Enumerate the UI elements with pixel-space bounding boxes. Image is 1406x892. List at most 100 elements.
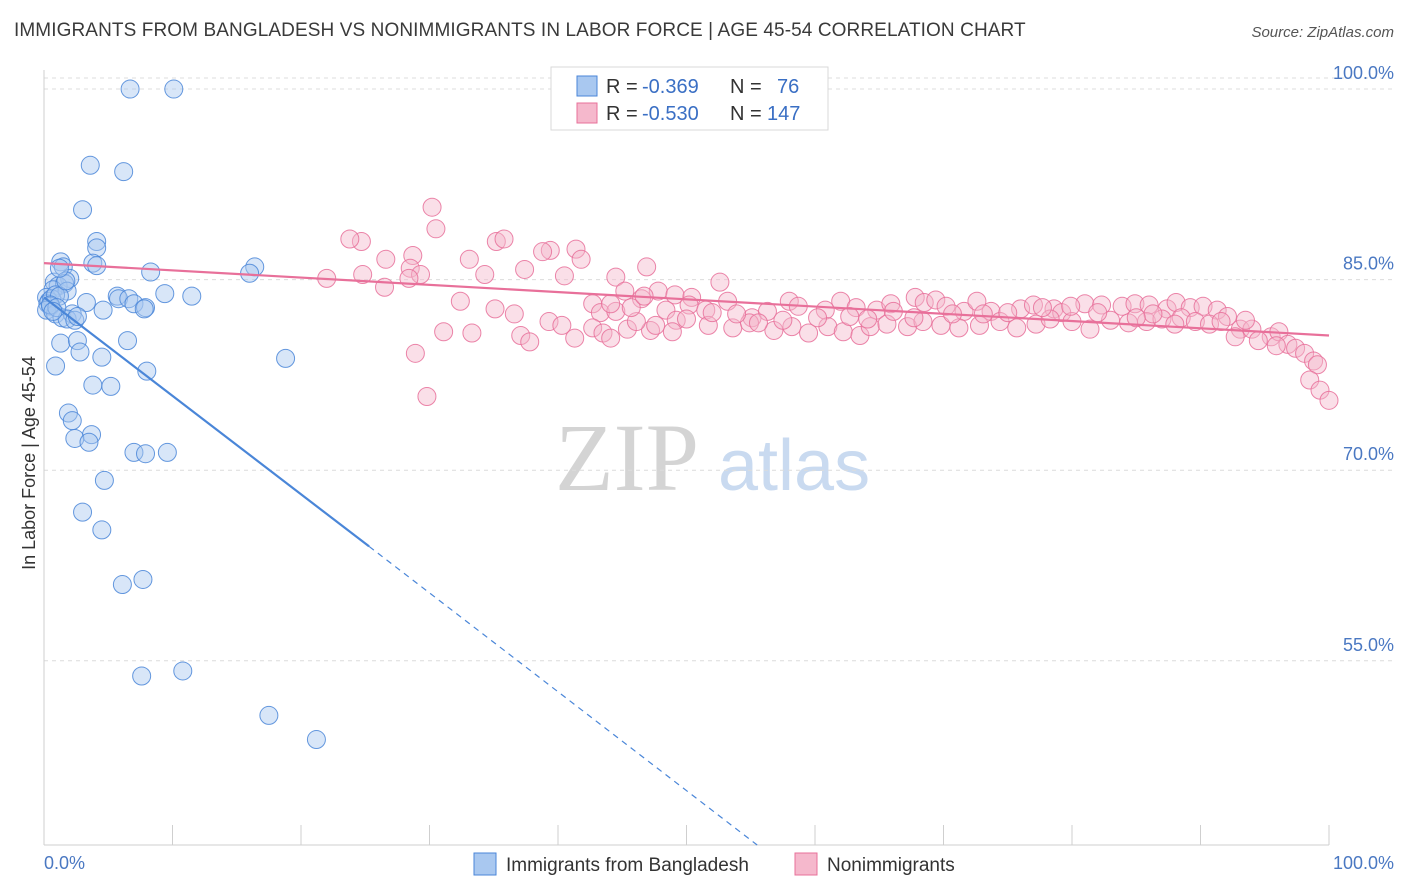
watermark-atlas: atlas bbox=[718, 426, 870, 506]
nonimmigrant-point bbox=[656, 300, 676, 320]
nonimmigrant-point bbox=[1126, 308, 1146, 328]
y-axis-label: In Labor Force | Age 45-54 bbox=[19, 356, 39, 570]
bangladesh-point bbox=[132, 666, 152, 686]
bangladesh-point bbox=[134, 299, 154, 319]
nonimmigrant-point bbox=[858, 309, 878, 329]
nonimmigrant-point bbox=[601, 328, 621, 348]
bangladesh-point bbox=[46, 356, 66, 376]
bangladesh-point bbox=[141, 262, 161, 282]
nonimmigrant-point bbox=[552, 315, 572, 335]
bangladesh-point bbox=[62, 411, 82, 431]
bangladesh-point bbox=[157, 442, 177, 462]
nonimmigrant-point bbox=[1193, 296, 1213, 316]
bangladesh-point bbox=[101, 376, 121, 396]
legend-n-label-pink: N = bbox=[730, 103, 762, 125]
legend-n-label-blue: N = bbox=[730, 76, 762, 98]
bangladesh-point bbox=[73, 200, 93, 220]
nonimmigrant-point bbox=[666, 310, 686, 330]
nonimmigrant-point bbox=[583, 318, 603, 338]
bangladesh-point bbox=[276, 348, 296, 368]
bangladesh-point bbox=[93, 300, 113, 320]
y-tick-label: 85.0% bbox=[1343, 254, 1394, 274]
nonimmigrant-point bbox=[434, 322, 454, 342]
series-legend: Immigrants from Bangladesh Nonimmigrants bbox=[473, 852, 955, 876]
nonimmigrant-point bbox=[426, 219, 446, 239]
nonimmigrant-point bbox=[1061, 296, 1081, 316]
legend-r-value-pink: -0.530 bbox=[642, 103, 699, 125]
bangladesh-point bbox=[118, 331, 138, 351]
bangladesh-point bbox=[83, 375, 103, 395]
nonimmigrant-point bbox=[914, 293, 934, 312]
bangladesh-point bbox=[92, 520, 112, 540]
nonimmigrant-point bbox=[1235, 310, 1255, 330]
bangladesh-point bbox=[87, 232, 107, 252]
nonimmigrant-point bbox=[340, 229, 360, 249]
legend-r-label-pink: R = bbox=[606, 103, 638, 125]
nonimmigrant-point bbox=[973, 304, 993, 324]
x-tick-label: 100.0% bbox=[1333, 853, 1394, 873]
nonimmigrant-point bbox=[905, 287, 925, 307]
nonimmigrant-point bbox=[1248, 331, 1268, 351]
series-nonimmigrants bbox=[317, 197, 1339, 410]
nonimmigrant-point bbox=[682, 287, 702, 307]
nonimmigrant-point bbox=[877, 314, 897, 334]
nonimmigrant-point bbox=[840, 306, 860, 326]
nonimmigrant-point bbox=[351, 232, 371, 252]
nonimmigrant-point bbox=[860, 317, 880, 337]
bangladesh-point bbox=[70, 342, 90, 362]
gridlines bbox=[44, 77, 1394, 662]
bangladesh-point bbox=[306, 730, 326, 750]
nonimmigrant-point bbox=[710, 272, 730, 292]
nonimmigrant-point bbox=[353, 265, 373, 285]
nonimmigrant-point bbox=[926, 290, 946, 310]
nonimmigrant-point bbox=[615, 281, 635, 301]
legend-n-value-pink: 147 bbox=[767, 103, 800, 125]
nonimmigrant-point bbox=[698, 315, 718, 335]
legend-n-value-blue: 76 bbox=[777, 76, 799, 98]
nonimmigrant-point bbox=[533, 242, 553, 262]
nonimmigrant-point bbox=[540, 240, 560, 260]
bangladesh-point bbox=[173, 661, 193, 681]
nonimmigrant-point bbox=[936, 296, 956, 316]
nonimmigrant-point bbox=[1143, 304, 1163, 324]
nonimmigrant-point bbox=[462, 323, 482, 343]
nonimmigrant-point bbox=[641, 320, 661, 340]
bangladesh-point bbox=[133, 569, 153, 589]
nonimmigrant-point bbox=[601, 294, 621, 314]
bottom-legend-blue-swatch bbox=[473, 852, 497, 876]
bottom-legend-label-blue: Immigrants from Bangladesh bbox=[506, 855, 749, 876]
bangladesh-trend-line bbox=[43, 296, 370, 548]
nonimmigrant-point bbox=[1185, 312, 1205, 332]
nonimmigrant-point bbox=[998, 303, 1018, 323]
nonimmigrant-point bbox=[637, 257, 657, 277]
nonimmigrant-point bbox=[1080, 319, 1100, 339]
nonimmigrant-point bbox=[881, 294, 901, 314]
nonimmigrant-point bbox=[515, 259, 535, 279]
nonimmigrant-point bbox=[405, 343, 425, 363]
nonimmigrant-point bbox=[1300, 370, 1320, 390]
nonimmigrant-point bbox=[417, 387, 437, 407]
nonimmigrant-point bbox=[1225, 327, 1245, 347]
bangladesh-point bbox=[112, 575, 132, 595]
nonimmigrant-point bbox=[504, 304, 524, 324]
bangladesh-point bbox=[114, 162, 134, 182]
nonimmigrant-point bbox=[773, 310, 793, 330]
bangladesh-point bbox=[49, 258, 69, 278]
nonimmigrant-point bbox=[815, 300, 835, 320]
bottom-legend-label-pink: Nonimmigrants bbox=[827, 855, 955, 876]
legend-blue-swatch bbox=[576, 75, 598, 97]
nonimmigrant-point bbox=[1032, 298, 1052, 318]
nonimmigrant-point bbox=[554, 266, 574, 286]
bangladesh-point bbox=[56, 271, 76, 291]
nonimmigrant-point bbox=[571, 249, 591, 269]
bangladesh-trend-extension bbox=[368, 545, 758, 846]
nonimmigrant-point bbox=[494, 229, 514, 249]
nonimmigrant-point bbox=[485, 299, 505, 319]
axes bbox=[43, 70, 1330, 846]
nonimmigrant-point bbox=[539, 312, 559, 332]
nonimmigrant-point bbox=[621, 298, 641, 318]
bangladesh-point bbox=[136, 444, 156, 464]
nonimmigrant-point bbox=[949, 318, 969, 338]
nonimmigrant-point bbox=[727, 304, 747, 324]
nonimmigrant-point bbox=[1088, 303, 1108, 323]
